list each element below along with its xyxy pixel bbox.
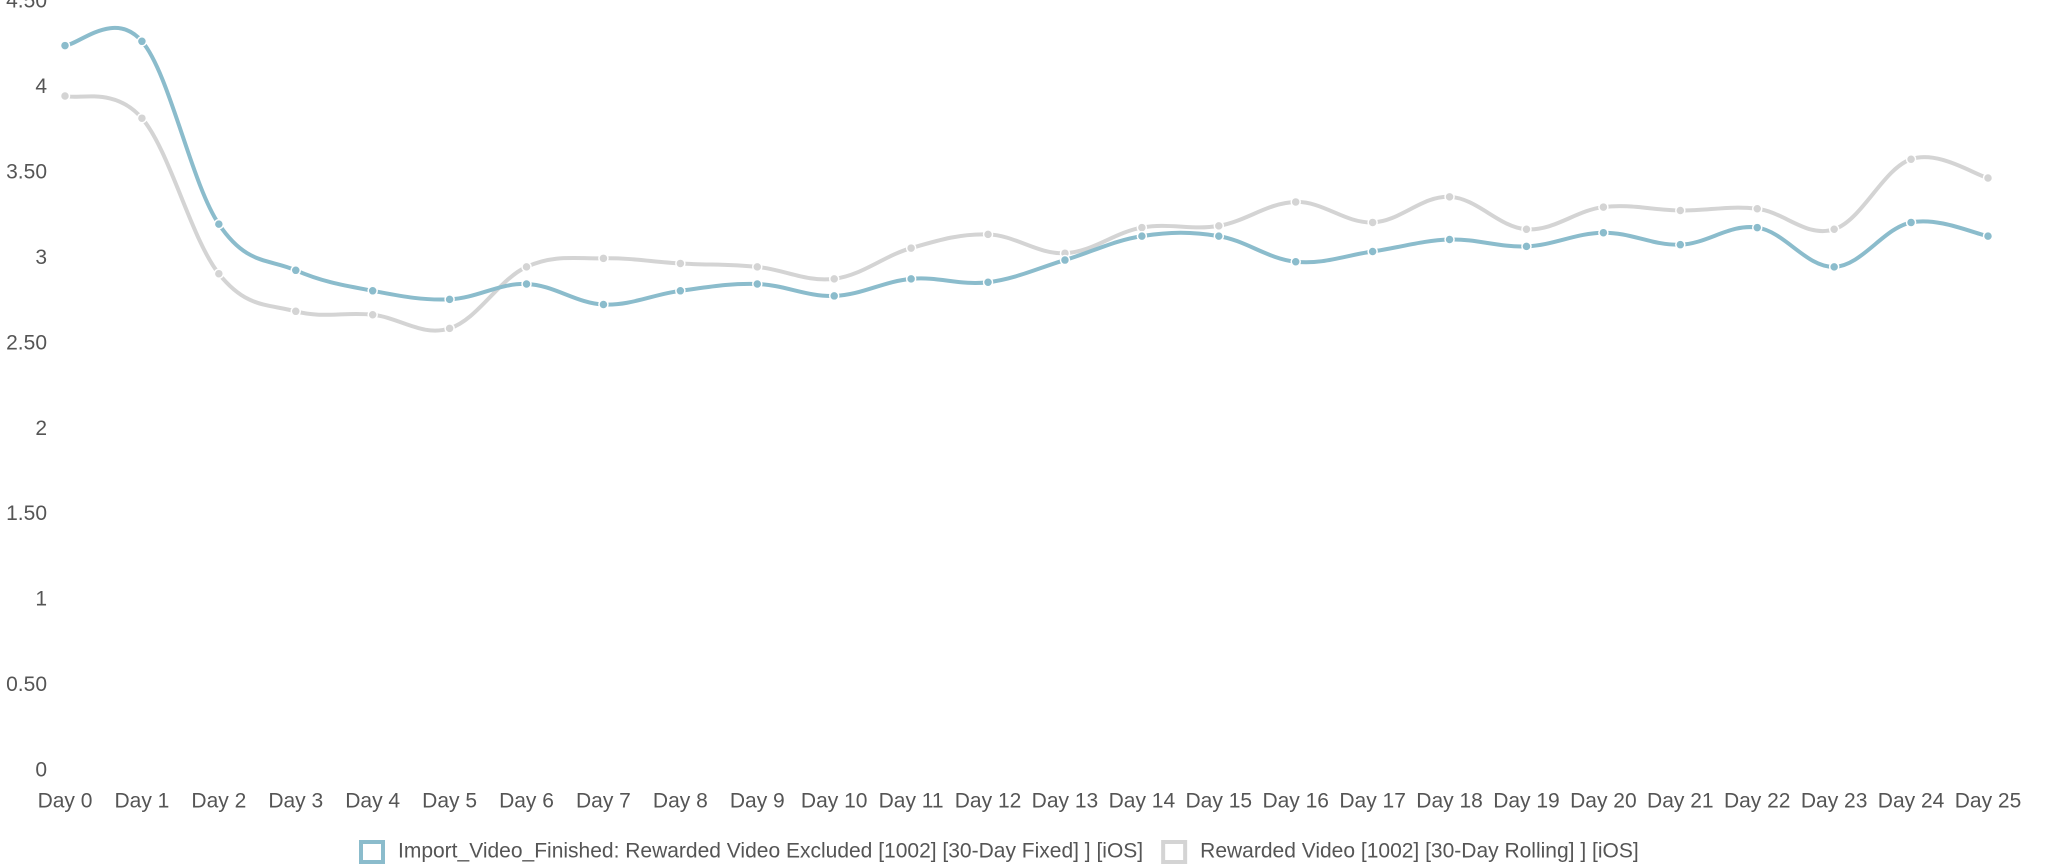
x-tick-label: Day 1 bbox=[114, 790, 169, 813]
data-point bbox=[367, 309, 378, 320]
x-tick-label: Day 11 bbox=[879, 790, 944, 813]
data-point bbox=[1444, 191, 1455, 203]
data-point bbox=[1290, 196, 1301, 208]
x-tick-label: Day 13 bbox=[1032, 790, 1099, 813]
x-tick-label: Day 18 bbox=[1416, 790, 1483, 813]
x-tick-label: Day 19 bbox=[1493, 790, 1560, 813]
data-point bbox=[1059, 254, 1071, 266]
x-tick-label: Day 6 bbox=[499, 790, 554, 813]
series-line bbox=[64, 26, 1989, 307]
x-tick-label: Day 5 bbox=[422, 790, 477, 813]
data-point bbox=[136, 36, 148, 47]
data-point bbox=[1444, 234, 1455, 245]
data-point bbox=[290, 265, 302, 276]
data-point bbox=[1213, 230, 1225, 242]
x-tick-label: Day 25 bbox=[1955, 790, 2022, 813]
x-tick-label: Day 22 bbox=[1724, 790, 1791, 813]
data-point bbox=[1136, 222, 1148, 233]
legend-swatch bbox=[359, 840, 385, 864]
data-point bbox=[1751, 222, 1763, 233]
data-point bbox=[1367, 217, 1378, 228]
x-tick-label: Day 3 bbox=[268, 790, 323, 813]
x-tick-label: Day 17 bbox=[1339, 790, 1406, 813]
data-point bbox=[1675, 205, 1686, 216]
x-tick-label: Day 2 bbox=[191, 790, 246, 813]
data-point bbox=[675, 285, 686, 297]
x-tick-label: Day 20 bbox=[1570, 790, 1637, 813]
data-point bbox=[521, 261, 532, 273]
y-tick-label: 1.50 bbox=[6, 502, 47, 525]
data-point bbox=[598, 253, 609, 264]
data-point bbox=[598, 299, 609, 310]
data-point bbox=[982, 277, 994, 288]
data-point bbox=[828, 273, 840, 285]
data-point bbox=[213, 218, 225, 230]
x-tick-label: Day 15 bbox=[1186, 790, 1253, 813]
data-point bbox=[1828, 261, 1840, 273]
x-tick-label: Day 12 bbox=[955, 790, 1022, 813]
data-point bbox=[1521, 241, 1532, 252]
data-point bbox=[905, 273, 917, 285]
data-point bbox=[675, 258, 686, 269]
data-point bbox=[1905, 217, 1917, 228]
x-tick-label: Day 0 bbox=[38, 790, 93, 813]
y-tick-label: 1 bbox=[35, 588, 47, 611]
data-point bbox=[521, 278, 532, 290]
data-point bbox=[444, 294, 455, 305]
data-point bbox=[828, 290, 840, 302]
y-tick-label: 0.50 bbox=[6, 673, 47, 696]
data-point bbox=[59, 90, 71, 102]
x-tick-label: Day 4 bbox=[345, 790, 400, 813]
data-point bbox=[1828, 224, 1840, 235]
x-tick-label: Day 8 bbox=[653, 790, 708, 813]
y-tick-label: 0 bbox=[35, 759, 47, 782]
data-point bbox=[213, 268, 225, 279]
y-tick-label: 2 bbox=[35, 417, 47, 440]
data-point bbox=[1598, 201, 1609, 213]
x-tick-label: Day 16 bbox=[1262, 790, 1329, 813]
x-tick-label: Day 24 bbox=[1878, 790, 1945, 813]
y-tick-label: 4.50 bbox=[6, 0, 47, 13]
x-tick-label: Day 10 bbox=[801, 790, 868, 813]
legend-label: Rewarded Video [1002] [30-Day Rolling] ]… bbox=[1200, 840, 1639, 863]
data-point bbox=[1598, 227, 1609, 238]
data-point bbox=[1521, 224, 1532, 235]
legend-swatch bbox=[1161, 840, 1188, 864]
x-tick-label: Day 9 bbox=[730, 790, 785, 813]
data-point bbox=[1751, 203, 1763, 215]
y-tick-label: 3 bbox=[35, 246, 47, 269]
data-point bbox=[1982, 230, 1994, 242]
x-tick-label: Day 7 bbox=[576, 790, 631, 813]
data-point bbox=[1136, 230, 1148, 242]
x-tick-label: Day 14 bbox=[1109, 790, 1176, 813]
data-point bbox=[1675, 239, 1686, 250]
series-line bbox=[64, 94, 1989, 333]
data-point bbox=[905, 242, 917, 254]
data-point bbox=[59, 40, 71, 51]
legend-label: Import_Video_Finished: Rewarded Video Ex… bbox=[398, 840, 1143, 863]
data-point bbox=[1982, 172, 1994, 184]
data-point bbox=[752, 278, 763, 290]
data-point bbox=[136, 112, 148, 124]
data-point bbox=[444, 323, 455, 334]
data-point bbox=[1367, 246, 1378, 257]
y-tick-label: 3.50 bbox=[6, 160, 47, 183]
y-tick-label: 4 bbox=[35, 75, 47, 98]
x-tick-label: Day 21 bbox=[1647, 790, 1714, 813]
data-point bbox=[752, 261, 763, 273]
data-point bbox=[982, 229, 994, 240]
data-point bbox=[290, 306, 302, 317]
y-tick-label: 2.50 bbox=[6, 331, 47, 354]
data-point bbox=[367, 285, 378, 297]
data-point bbox=[1290, 256, 1301, 268]
x-tick-label: Day 23 bbox=[1801, 790, 1868, 813]
data-point bbox=[1905, 153, 1917, 165]
data-point bbox=[1213, 220, 1225, 232]
